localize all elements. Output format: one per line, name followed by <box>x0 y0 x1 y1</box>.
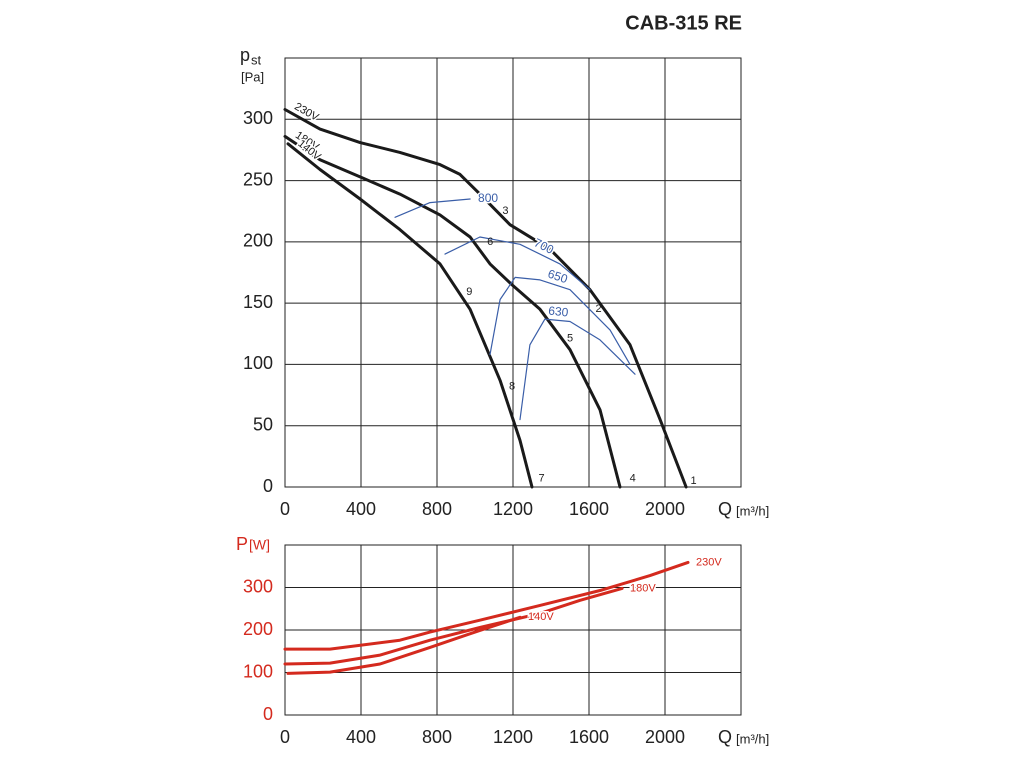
curve-label: 230V <box>696 556 722 568</box>
curve <box>286 615 522 675</box>
curve <box>394 198 471 218</box>
x-tick-label: 800 <box>422 727 452 747</box>
curve <box>444 236 591 291</box>
y-tick-label: 100 <box>243 353 273 373</box>
y-tick-label: 50 <box>253 414 273 434</box>
x-tick-label: 0 <box>280 499 290 519</box>
y-axis-label-sub: st <box>251 52 262 67</box>
curve-label: 630 <box>548 304 570 320</box>
curve-number: 6 <box>487 236 493 248</box>
curve-number: 7 <box>538 472 544 484</box>
curve <box>283 560 690 651</box>
y-tick-label: 200 <box>243 619 273 639</box>
curve-label: 180V <box>630 582 656 594</box>
y-tick-label: 300 <box>243 108 273 128</box>
y-axis-unit: [W] <box>249 537 270 553</box>
y-tick-label: 150 <box>243 292 273 312</box>
x-tick-label: 1600 <box>569 499 609 519</box>
curve <box>283 134 622 489</box>
curve-number: 9 <box>466 286 472 298</box>
curve <box>286 142 534 489</box>
x-axis-unit: [m³/h] <box>736 503 769 518</box>
y-tick-label: 100 <box>243 661 273 681</box>
curve-number: 8 <box>509 380 515 392</box>
curve-number: 3 <box>502 205 508 217</box>
x-axis-label: Q <box>718 727 732 747</box>
y-tick-label: 0 <box>263 704 273 724</box>
chart-title: CAB-315 RE <box>625 12 742 34</box>
y-axis-label: P <box>236 534 248 554</box>
x-tick-label: 1200 <box>493 499 533 519</box>
y-tick-label: 0 <box>263 476 273 496</box>
x-tick-label: 1600 <box>569 727 609 747</box>
curve-label: 650 <box>546 267 570 287</box>
curve <box>489 276 631 365</box>
curve-label: 140V <box>528 611 554 623</box>
x-tick-label: 2000 <box>645 727 685 747</box>
y-axis-unit: [Pa] <box>241 69 264 84</box>
x-tick-label: 800 <box>422 499 452 519</box>
curve-number: 4 <box>630 472 636 484</box>
curve <box>283 108 688 489</box>
x-tick-label: 2000 <box>645 499 685 519</box>
curve <box>283 586 624 666</box>
x-axis-label: Q <box>718 499 732 519</box>
x-tick-label: 0 <box>280 727 290 747</box>
x-tick-label: 1200 <box>493 727 533 747</box>
y-tick-label: 300 <box>243 576 273 596</box>
y-tick-label: 250 <box>243 169 273 189</box>
curve-label: 800 <box>478 191 498 205</box>
x-tick-label: 400 <box>346 499 376 519</box>
curve <box>519 318 636 421</box>
x-tick-label: 400 <box>346 727 376 747</box>
x-axis-unit: [m³/h] <box>736 731 769 746</box>
curve-number: 5 <box>567 333 573 345</box>
y-axis-label: p <box>240 45 250 65</box>
curve-number: 1 <box>690 475 696 487</box>
y-tick-label: 200 <box>243 231 273 251</box>
curve-number: 2 <box>595 303 601 315</box>
